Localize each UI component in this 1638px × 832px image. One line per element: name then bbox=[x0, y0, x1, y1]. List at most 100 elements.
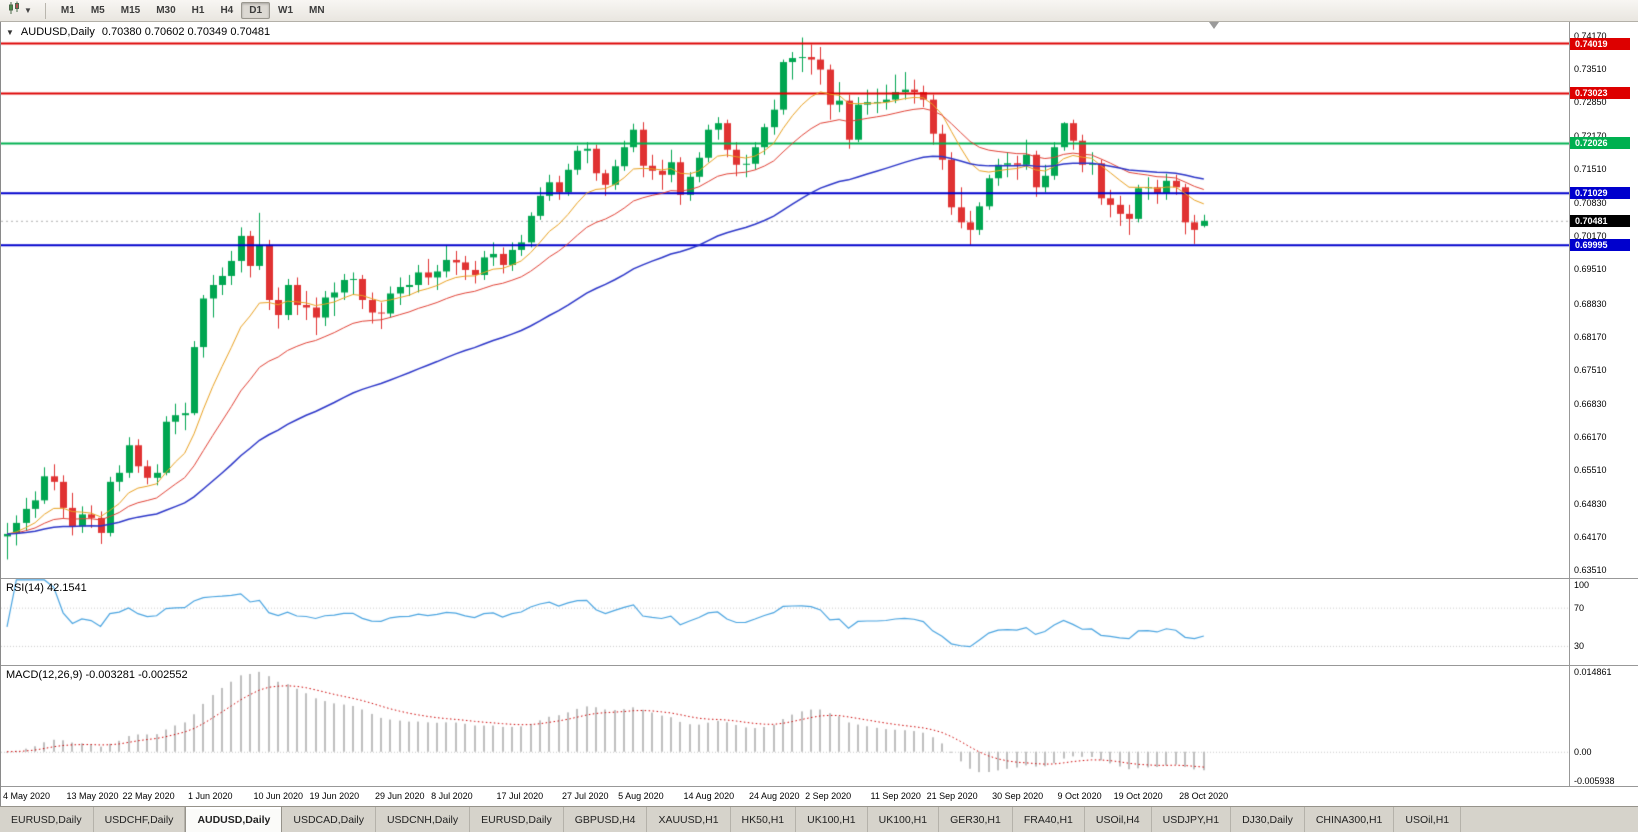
axis-label: 30 bbox=[1574, 640, 1585, 651]
axis-label: 0.68170 bbox=[1574, 331, 1607, 342]
axis-label: 0.70830 bbox=[1574, 198, 1607, 209]
chart-tab-uk100-h1[interactable]: UK100,H1 bbox=[868, 807, 940, 832]
toolbar-separator bbox=[44, 2, 46, 19]
macd-panel: MACD(12,26,9) -0.003281 -0.002552 0.0148… bbox=[1, 666, 1638, 786]
time-axis-label: 27 Jul 2020 bbox=[562, 791, 609, 801]
timeframe-button-w1[interactable]: W1 bbox=[278, 5, 294, 16]
timeframe-button-m30[interactable]: M30 bbox=[156, 5, 176, 16]
chart-tab-eurusd-daily[interactable]: EURUSD,Daily bbox=[0, 807, 94, 832]
time-axis-label: 29 Jun 2020 bbox=[375, 791, 425, 801]
chart-tab-hk50-h1[interactable]: HK50,H1 bbox=[731, 807, 797, 832]
hline-price-badge[interactable]: 0.71029 bbox=[1570, 187, 1630, 200]
axis-label: 0.72850 bbox=[1574, 97, 1607, 108]
axis-label: 0.71510 bbox=[1574, 164, 1607, 175]
price-chart-panel: ▼ AUDUSD,Daily 0.70380 0.70602 0.70349 0… bbox=[1, 22, 1638, 578]
axis-label: -0.005938 bbox=[1574, 776, 1615, 786]
time-axis-label: 11 Sep 2020 bbox=[870, 791, 921, 801]
time-axis-label: 14 Aug 2020 bbox=[683, 791, 735, 801]
axis-label: 0.65510 bbox=[1574, 464, 1607, 475]
time-axis-label: 8 Jul 2020 bbox=[431, 791, 473, 801]
candlestick-chart-icon bbox=[8, 1, 22, 20]
hline-price-badge[interactable]: 0.69995 bbox=[1570, 239, 1630, 252]
chart-tab-dj30-daily[interactable]: DJ30,Daily bbox=[1231, 807, 1305, 832]
time-axis-label: 19 Jun 2020 bbox=[309, 791, 360, 801]
symbol-period-label: AUDUSD,Daily bbox=[20, 26, 95, 38]
timeframe-button-mn[interactable]: MN bbox=[309, 5, 325, 16]
timeframe-button-m15[interactable]: M15 bbox=[120, 5, 141, 16]
time-axis-label: 28 Oct 2020 bbox=[1179, 791, 1229, 801]
axis-label: 0.66830 bbox=[1574, 398, 1607, 409]
chart-tab-gbpusd-h4[interactable]: GBPUSD,H4 bbox=[564, 807, 648, 832]
chart-region: ▼ AUDUSD,Daily 0.70380 0.70602 0.70349 0… bbox=[0, 22, 1638, 806]
time-axis-label: 30 Sep 2020 bbox=[992, 791, 1044, 801]
timeframe-button-d1[interactable]: D1 bbox=[241, 2, 271, 19]
chart-tab-china300-h1[interactable]: CHINA300,H1 bbox=[1305, 807, 1395, 832]
axis-label: 0.63510 bbox=[1574, 564, 1607, 575]
chart-tab-ger30-h1[interactable]: GER30,H1 bbox=[939, 807, 1013, 832]
rsi-plot-area[interactable]: RSI(14) 42.1541 bbox=[1, 579, 1569, 665]
chart-tab-xauusd-h1[interactable]: XAUUSD,H1 bbox=[647, 807, 731, 832]
axis-label: 0.64170 bbox=[1574, 531, 1607, 542]
chart-shift-marker[interactable] bbox=[1209, 22, 1219, 29]
axis-label: 0.72170 bbox=[1574, 131, 1607, 142]
axis-label: 0.69510 bbox=[1574, 264, 1607, 275]
chart-tab-usoil-h4[interactable]: USOil,H4 bbox=[1085, 807, 1152, 832]
time-axis-label: 13 May 2020 bbox=[66, 791, 119, 801]
macd-axis[interactable]: 0.014861 0.00 -0.005938 bbox=[1569, 666, 1638, 786]
time-axis-label: 21 Sep 2020 bbox=[926, 791, 978, 801]
timeframe-button-h1[interactable]: H1 bbox=[191, 5, 205, 16]
axis-label: 0.73510 bbox=[1574, 64, 1607, 75]
time-axis-label: 5 Aug 2020 bbox=[618, 791, 664, 801]
axis-label: 70 bbox=[1574, 602, 1585, 613]
price-axis[interactable]: 0.74170 0.73510 0.72850 0.72170 0.71510 0.708… bbox=[1569, 22, 1638, 578]
axis-label: 100 bbox=[1574, 580, 1590, 590]
time-axis[interactable]: 4 May 2020 13 May 2020 22 May 2020 1 Jun 20… bbox=[1, 786, 1638, 806]
chart-type-button[interactable]: ▼ bbox=[4, 0, 38, 22]
time-axis-label: 1 Jun 2020 bbox=[188, 791, 233, 801]
panel-divider[interactable] bbox=[1, 578, 1638, 579]
time-axis-label: 22 May 2020 bbox=[122, 791, 175, 801]
chart-tab-audusd-daily[interactable]: AUDUSD,Daily bbox=[185, 807, 283, 832]
rsi-axis[interactable]: 100 70 30 bbox=[1569, 579, 1638, 665]
axis-label: 0.67510 bbox=[1574, 364, 1607, 375]
axis-label: 0.74170 bbox=[1574, 31, 1607, 42]
timeframe-button-m1[interactable]: M1 bbox=[60, 5, 75, 16]
axis-label: 0.68830 bbox=[1574, 298, 1607, 309]
chart-tab-usdcad-daily[interactable]: USDCAD,Daily bbox=[282, 807, 376, 832]
collapse-chart-icon[interactable]: ▼ bbox=[6, 27, 14, 37]
macd-indicator-label: MACD(12,26,9) -0.003281 -0.002552 bbox=[6, 669, 188, 681]
axis-label: 0.66170 bbox=[1574, 431, 1607, 442]
hline-price-badge[interactable]: 0.74019 bbox=[1570, 37, 1630, 50]
chart-tab-usdchf-daily[interactable]: USDCHF,Daily bbox=[94, 807, 186, 832]
chart-tab-usdjpy-h1[interactable]: USDJPY,H1 bbox=[1152, 807, 1232, 832]
time-axis-label: 17 Jul 2020 bbox=[496, 791, 544, 801]
macd-canvas[interactable] bbox=[1, 666, 1569, 786]
hline-price-badge[interactable]: 0.72026 bbox=[1570, 137, 1630, 150]
axis-label: 0.64830 bbox=[1574, 498, 1607, 509]
chart-tab-fra40-h1[interactable]: FRA40,H1 bbox=[1013, 807, 1085, 832]
timeframe-buttons: M1 M5 M15 M30 H1 H4 D1 W1 MN bbox=[53, 2, 333, 19]
price-plot-area[interactable]: ▼ AUDUSD,Daily 0.70380 0.70602 0.70349 0… bbox=[1, 22, 1569, 578]
ohlc-values: 0.70380 0.70602 0.70349 0.70481 bbox=[101, 26, 271, 38]
chart-tab-uk100-h1[interactable]: UK100,H1 bbox=[796, 807, 868, 832]
chart-title: ▼ AUDUSD,Daily 0.70380 0.70602 0.70349 0… bbox=[6, 26, 270, 38]
chart-tabs-bar: EURUSD,Daily USDCHF,Daily AUDUSD,Daily USDC… bbox=[0, 806, 1638, 832]
timeframe-button-h4[interactable]: H4 bbox=[220, 5, 234, 16]
time-axis-label: 19 Oct 2020 bbox=[1113, 791, 1163, 801]
hline-price-badge[interactable]: 0.73023 bbox=[1570, 87, 1630, 100]
macd-plot-area[interactable]: MACD(12,26,9) -0.003281 -0.002552 bbox=[1, 666, 1569, 786]
price-chart-canvas[interactable] bbox=[1, 22, 1569, 578]
toolbar: ▼ M1 M5 M15 M30 H1 H4 D1 W1 MN bbox=[0, 0, 1638, 22]
rsi-canvas[interactable] bbox=[1, 579, 1569, 665]
panel-divider[interactable] bbox=[1, 665, 1638, 666]
rsi-indicator-label: RSI(14) 42.1541 bbox=[6, 582, 87, 594]
time-axis-label: 24 Aug 2020 bbox=[749, 791, 800, 801]
timeframe-button-m5[interactable]: M5 bbox=[90, 5, 105, 16]
chart-tab-usoil-h1[interactable]: USOil,H1 bbox=[1394, 807, 1462, 832]
chevron-down-icon: ▼ bbox=[24, 6, 32, 15]
current-price-badge: 0.70481 bbox=[1570, 214, 1630, 227]
chart-tab-usdcnh-daily[interactable]: USDCNH,Daily bbox=[376, 807, 471, 832]
time-axis-label: 4 May 2020 bbox=[3, 791, 51, 801]
chart-tab-eurusd-daily[interactable]: EURUSD,Daily bbox=[470, 807, 564, 832]
